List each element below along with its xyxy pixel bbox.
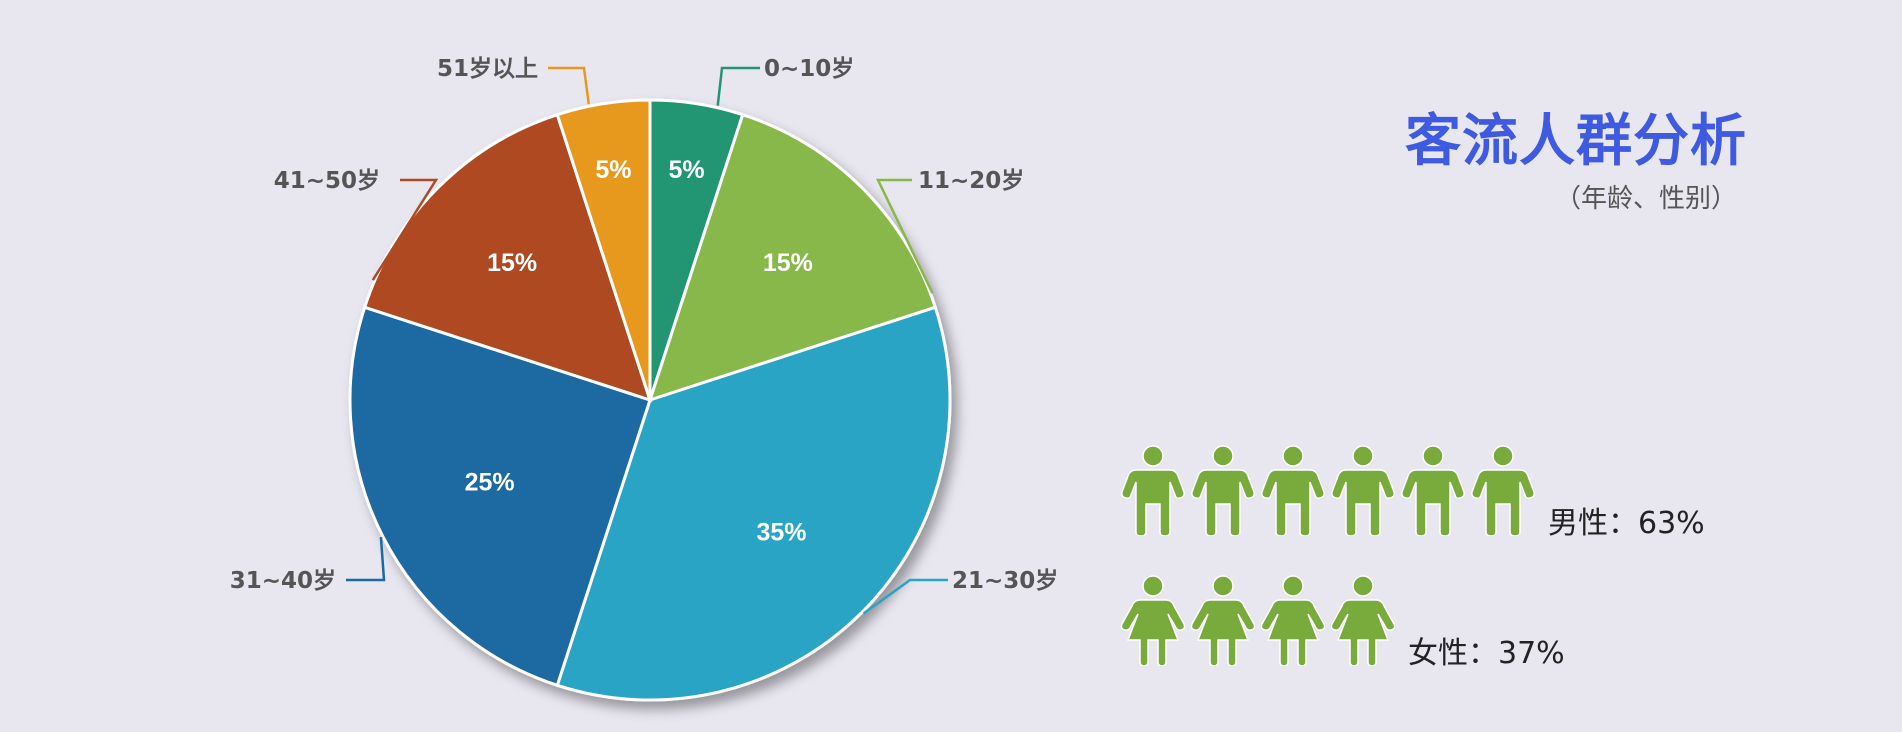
pie-slice (555, 98, 652, 401)
pie-data-label: 5% (669, 156, 705, 184)
pie-slice (348, 305, 652, 688)
pie-leader-lines (346, 66, 948, 615)
female-icons (1118, 574, 1398, 667)
male-person-icon (1188, 444, 1258, 537)
male-person-icon (1468, 444, 1538, 537)
male-person-icon (1118, 444, 1188, 537)
pie-data-label: 15% (763, 249, 813, 277)
female-label: 女性：37% (1408, 636, 1565, 671)
female-person-icon (1118, 574, 1188, 667)
pie-slice (362, 112, 653, 403)
pie-data-label: 5% (595, 156, 631, 184)
pie-leader-line (716, 66, 760, 106)
male-label: 男性：63% (1548, 506, 1705, 541)
female-person-icon (1328, 574, 1398, 667)
pie-category-label: 0~10岁 (764, 55, 854, 82)
pie-leader-line (548, 66, 590, 105)
pie-category-label: 51岁以上 (437, 55, 538, 82)
female-person-icon (1258, 574, 1328, 667)
page-title: 客流人群分析 (1405, 109, 1747, 174)
female-row: 女性：37% (1118, 574, 1565, 671)
male-row: 男性：63% (1118, 444, 1705, 541)
pie-data-label: 15% (487, 249, 537, 277)
male-icons (1118, 444, 1538, 537)
pie-data-label: 35% (756, 519, 806, 547)
pie-category-label: 21~30岁 (952, 567, 1058, 594)
pie-slices (348, 98, 952, 702)
female-person-icon (1188, 574, 1258, 667)
pie-category-label: 41~50岁 (274, 167, 380, 194)
male-person-icon (1398, 444, 1468, 537)
pie-category-label: 31~40岁 (230, 567, 336, 594)
pie-category-label: 11~20岁 (918, 167, 1024, 194)
pie-leader-line (346, 537, 386, 582)
pie-labels: 5% 0~10岁 15% 11~20岁 35% 21~30岁 25% 31~40岁 15% 41~… (230, 55, 1059, 594)
male-person-icon (1258, 444, 1328, 537)
page-subtitle: （年龄、性别） (1554, 184, 1737, 214)
pie-leader-line (371, 178, 439, 281)
male-person-icon (1328, 444, 1398, 537)
pie-slice (555, 305, 952, 702)
pie-data-label: 25% (465, 469, 515, 497)
pie-leader-line (862, 578, 948, 615)
pie-leader-line (876, 178, 934, 294)
